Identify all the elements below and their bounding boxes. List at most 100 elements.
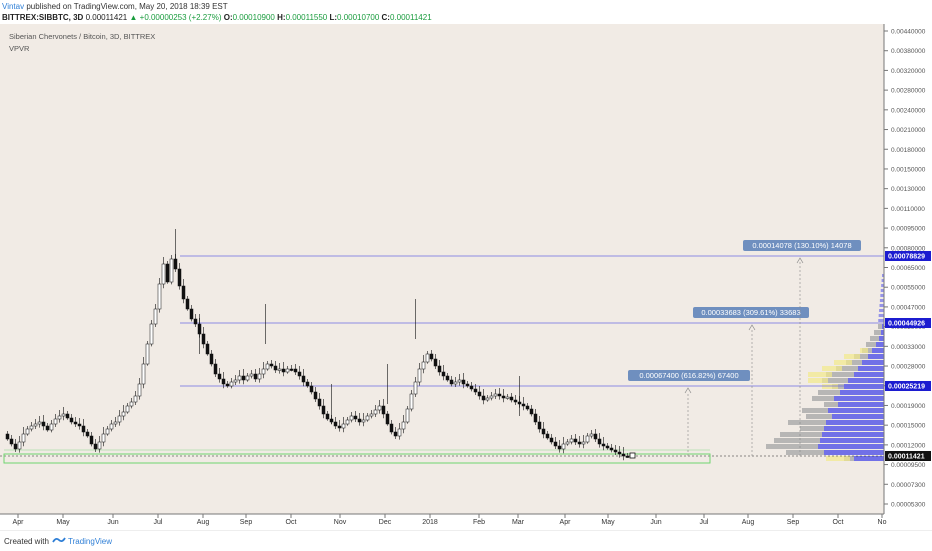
vpvr-buy-bar (872, 348, 884, 353)
candle-body (133, 395, 138, 403)
candle-body (89, 435, 94, 445)
candle-body (461, 379, 466, 385)
candle-body (41, 421, 46, 427)
close-label: C: (381, 13, 390, 22)
candle-body (261, 368, 266, 375)
candle-body (25, 428, 30, 435)
candle-body (161, 263, 166, 285)
price-tick-label: 0.00012000 (891, 442, 926, 449)
price-tick-label: 0.00033000 (891, 344, 926, 351)
candle-body (245, 375, 250, 381)
candle-body (317, 398, 322, 407)
candle-body (33, 423, 38, 427)
vpvr-buy-bar (820, 438, 884, 443)
candle-body (253, 373, 258, 380)
candle-body (153, 308, 158, 325)
legend-indicator[interactable]: VPVR (9, 44, 30, 53)
measure-arrow-head (684, 387, 692, 394)
vpvr-buy-bar (840, 390, 884, 395)
price-tag-text: 0.00011421 (888, 454, 925, 461)
candle-body (229, 381, 234, 387)
price-tick-label: 0.00180000 (891, 147, 926, 154)
vpvr-value-area (822, 366, 842, 371)
vpvr-buy-bar (879, 304, 884, 307)
time-tick-label: Nov (334, 519, 347, 526)
candle-body (437, 365, 442, 373)
candle-body (225, 383, 230, 387)
vpvr-value-area (826, 456, 850, 461)
candle-body (201, 333, 206, 345)
time-tick-label: Oct (286, 519, 297, 526)
vpvr-sell-bar (800, 426, 824, 431)
tradingview-logo-icon (52, 537, 66, 543)
vpvr-buy-bar (881, 279, 884, 282)
time-tick-label: Feb (473, 519, 485, 526)
price-tick-label: 0.00320000 (891, 68, 926, 75)
candle-body (489, 395, 494, 399)
candle-body (45, 425, 50, 431)
change-arrow: ▲ (129, 13, 138, 22)
price-tick-label: 0.00047000 (891, 304, 926, 311)
measure-label-box (628, 370, 750, 381)
vpvr-buy-bar (868, 354, 884, 359)
candle-body (249, 373, 254, 377)
price-tick-label: 0.00240000 (891, 107, 926, 114)
candle-body (561, 443, 566, 450)
price-tick-label: 0.00150000 (891, 166, 926, 173)
vpvr-buy-bar (828, 408, 884, 413)
candle-body (409, 393, 414, 410)
candle-body (81, 425, 86, 433)
price-tick-label: 0.00009500 (891, 462, 926, 469)
symbol-info: BITTREX:SIBBTC, 3D 0.00011421 ▲ +0.00000… (2, 13, 432, 24)
vpvr-buy-bar (848, 378, 884, 383)
candle-body (105, 428, 110, 435)
vpvr-buy-bar (832, 414, 884, 419)
price-tag-box (885, 318, 931, 328)
vpvr-buy-bar (878, 314, 884, 317)
candle-body (69, 417, 74, 423)
candle-body (353, 415, 358, 420)
measure-label-text: 0.00014078 (130.10%) 14078 (752, 241, 851, 250)
measure-tools: 0.00067400 (616.82%) 67400 0.00033683 (30… (628, 240, 861, 456)
vpvr-sell-bar (818, 390, 840, 395)
price-tick-label: 0.00095000 (891, 226, 926, 233)
candle-body (241, 375, 246, 381)
candle-body (621, 453, 626, 457)
candle-body (597, 438, 602, 445)
vpvr-sell-bar (788, 420, 826, 425)
price-chart[interactable]: 0.00067400 (616.82%) 67400 0.00033683 (30… (0, 24, 932, 526)
time-tick-label: Sep (240, 519, 253, 526)
price-axis-ticks: 0.00440000 0.00380000 0.00320000 0.00280000… (884, 29, 926, 509)
created-with-text: Created with (4, 537, 49, 546)
time-tick-label: Aug (197, 519, 210, 526)
price-tick-label: 0.00130000 (891, 186, 926, 193)
vpvr-value-area (808, 378, 828, 383)
vpvr-sell-bar (806, 414, 832, 419)
author-link[interactable]: Vintav (2, 2, 25, 11)
price-tick-label: 0.00005300 (891, 502, 926, 509)
candle-body (473, 388, 478, 393)
chart-area[interactable]: 0.00067400 (616.82%) 67400 0.00033683 (30… (0, 24, 932, 526)
price-tick-label: 0.00007300 (891, 482, 926, 489)
candle-body (281, 368, 286, 373)
vpvr-buy-bar (882, 324, 884, 329)
price-tag-text: 0.00044926 (888, 321, 925, 328)
vpvr-sell-bar (846, 360, 862, 365)
time-tick-label: Jul (154, 519, 163, 526)
candle-body (581, 441, 586, 445)
candle-body (453, 381, 458, 385)
price-axis[interactable] (884, 24, 932, 526)
candle-body (365, 415, 370, 421)
time-tick-label: Apr (560, 519, 572, 526)
vpvr-sell-bar (826, 372, 854, 377)
candle-body (293, 368, 298, 373)
price-tag-text: 0.00078829 (888, 254, 925, 261)
tradingview-brand[interactable]: TradingView (68, 537, 113, 546)
candle-body (369, 413, 374, 417)
vpvr-sell-bar (836, 366, 858, 371)
vpvr-buy-bar (818, 444, 884, 449)
vpvr-value-area (860, 348, 868, 353)
candle-body (269, 363, 274, 367)
candle-body (529, 408, 534, 415)
vpvr-sell-bar (874, 330, 881, 335)
